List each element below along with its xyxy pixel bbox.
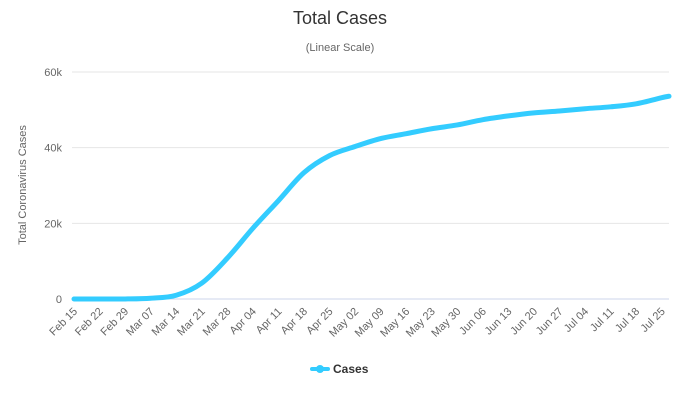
x-tick-label: Apr 18 — [279, 306, 310, 337]
x-tick-label: Jun 20 — [508, 306, 540, 338]
legend-marker — [316, 365, 324, 373]
x-tick-label: Jul 25 — [639, 306, 668, 335]
y-tick-label: 0 — [56, 294, 62, 306]
y-tick-label: 60k — [44, 67, 62, 79]
x-tick-label: Mar 28 — [201, 306, 234, 339]
x-tick-label: Jul 11 — [588, 306, 617, 335]
grid-lines — [72, 71, 669, 224]
chart-subtitle: (Linear Scale) — [306, 42, 374, 54]
y-axis-label: Total Coronavirus Cases — [17, 125, 29, 245]
x-tick-label: Jul 04 — [562, 306, 591, 335]
x-tick-label: Jul 18 — [613, 306, 642, 335]
legend-label: Cases — [333, 362, 369, 376]
x-tick-label: Jun 13 — [483, 306, 515, 338]
y-tick-label: 40k — [44, 143, 62, 155]
x-tick-label: Apr 11 — [254, 306, 285, 337]
legend-item-cases[interactable]: Cases — [310, 362, 369, 376]
x-tick-label: Apr 04 — [228, 306, 259, 337]
y-axis-ticks: 0 20k 40k 60k — [44, 67, 62, 306]
y-tick-label: 20k — [44, 218, 62, 230]
chart-title: Total Cases — [293, 8, 387, 28]
series-line-cases[interactable] — [71, 93, 672, 302]
x-tick-label: May 30 — [429, 306, 463, 340]
x-tick-label: Jun 27 — [534, 306, 566, 338]
x-tick-label: Jun 06 — [457, 306, 489, 338]
